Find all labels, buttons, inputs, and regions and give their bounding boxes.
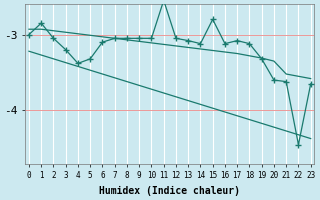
X-axis label: Humidex (Indice chaleur): Humidex (Indice chaleur): [99, 186, 240, 196]
